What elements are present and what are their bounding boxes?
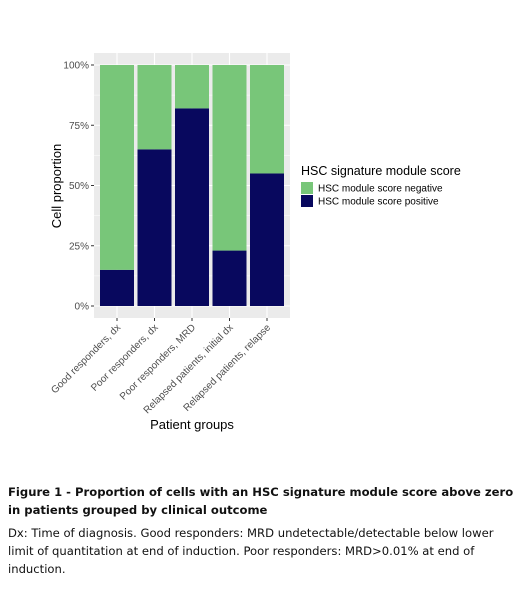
figure-caption-title: Figure 1 - Proportion of cells with an H…	[8, 485, 514, 517]
bar-segment	[250, 65, 284, 174]
y-tick-label: 50%	[69, 181, 89, 192]
bar-segment	[137, 149, 172, 306]
bar-segment	[137, 65, 172, 150]
y-tick-label: 25%	[69, 241, 89, 252]
bar-segment	[175, 65, 209, 109]
legend: HSC signature module score HSC module sc…	[301, 164, 461, 208]
bar-segment	[100, 65, 134, 270]
x-tick-label: Good responders, dx	[49, 322, 123, 396]
bars	[100, 65, 284, 306]
x-tick-label: Poor responders, MRD	[118, 322, 198, 402]
legend-key	[301, 182, 313, 194]
bar-segment	[175, 108, 209, 306]
bar-segment	[100, 269, 134, 306]
y-tick-label: 100%	[63, 61, 89, 72]
figure-caption-body: Dx: Time of diagnosis. Good responders: …	[8, 526, 494, 576]
y-axis: 0% 25% 50% 75% 100%	[63, 61, 94, 313]
x-tick-label: Poor responders, dx	[89, 322, 160, 393]
bar-segment	[212, 65, 247, 251]
y-axis-title: Cell proportion	[49, 144, 64, 229]
x-axis-title: Patient groups	[150, 417, 234, 432]
legend-label: HSC module score negative	[318, 184, 443, 195]
y-tick-label: 0%	[75, 302, 90, 313]
legend-label: HSC module score positive	[318, 197, 439, 208]
bar-segment	[250, 173, 284, 306]
legend-key	[301, 195, 313, 207]
bar-segment	[212, 250, 247, 306]
legend-title: HSC signature module score	[301, 164, 461, 178]
y-tick-label: 75%	[69, 121, 89, 132]
